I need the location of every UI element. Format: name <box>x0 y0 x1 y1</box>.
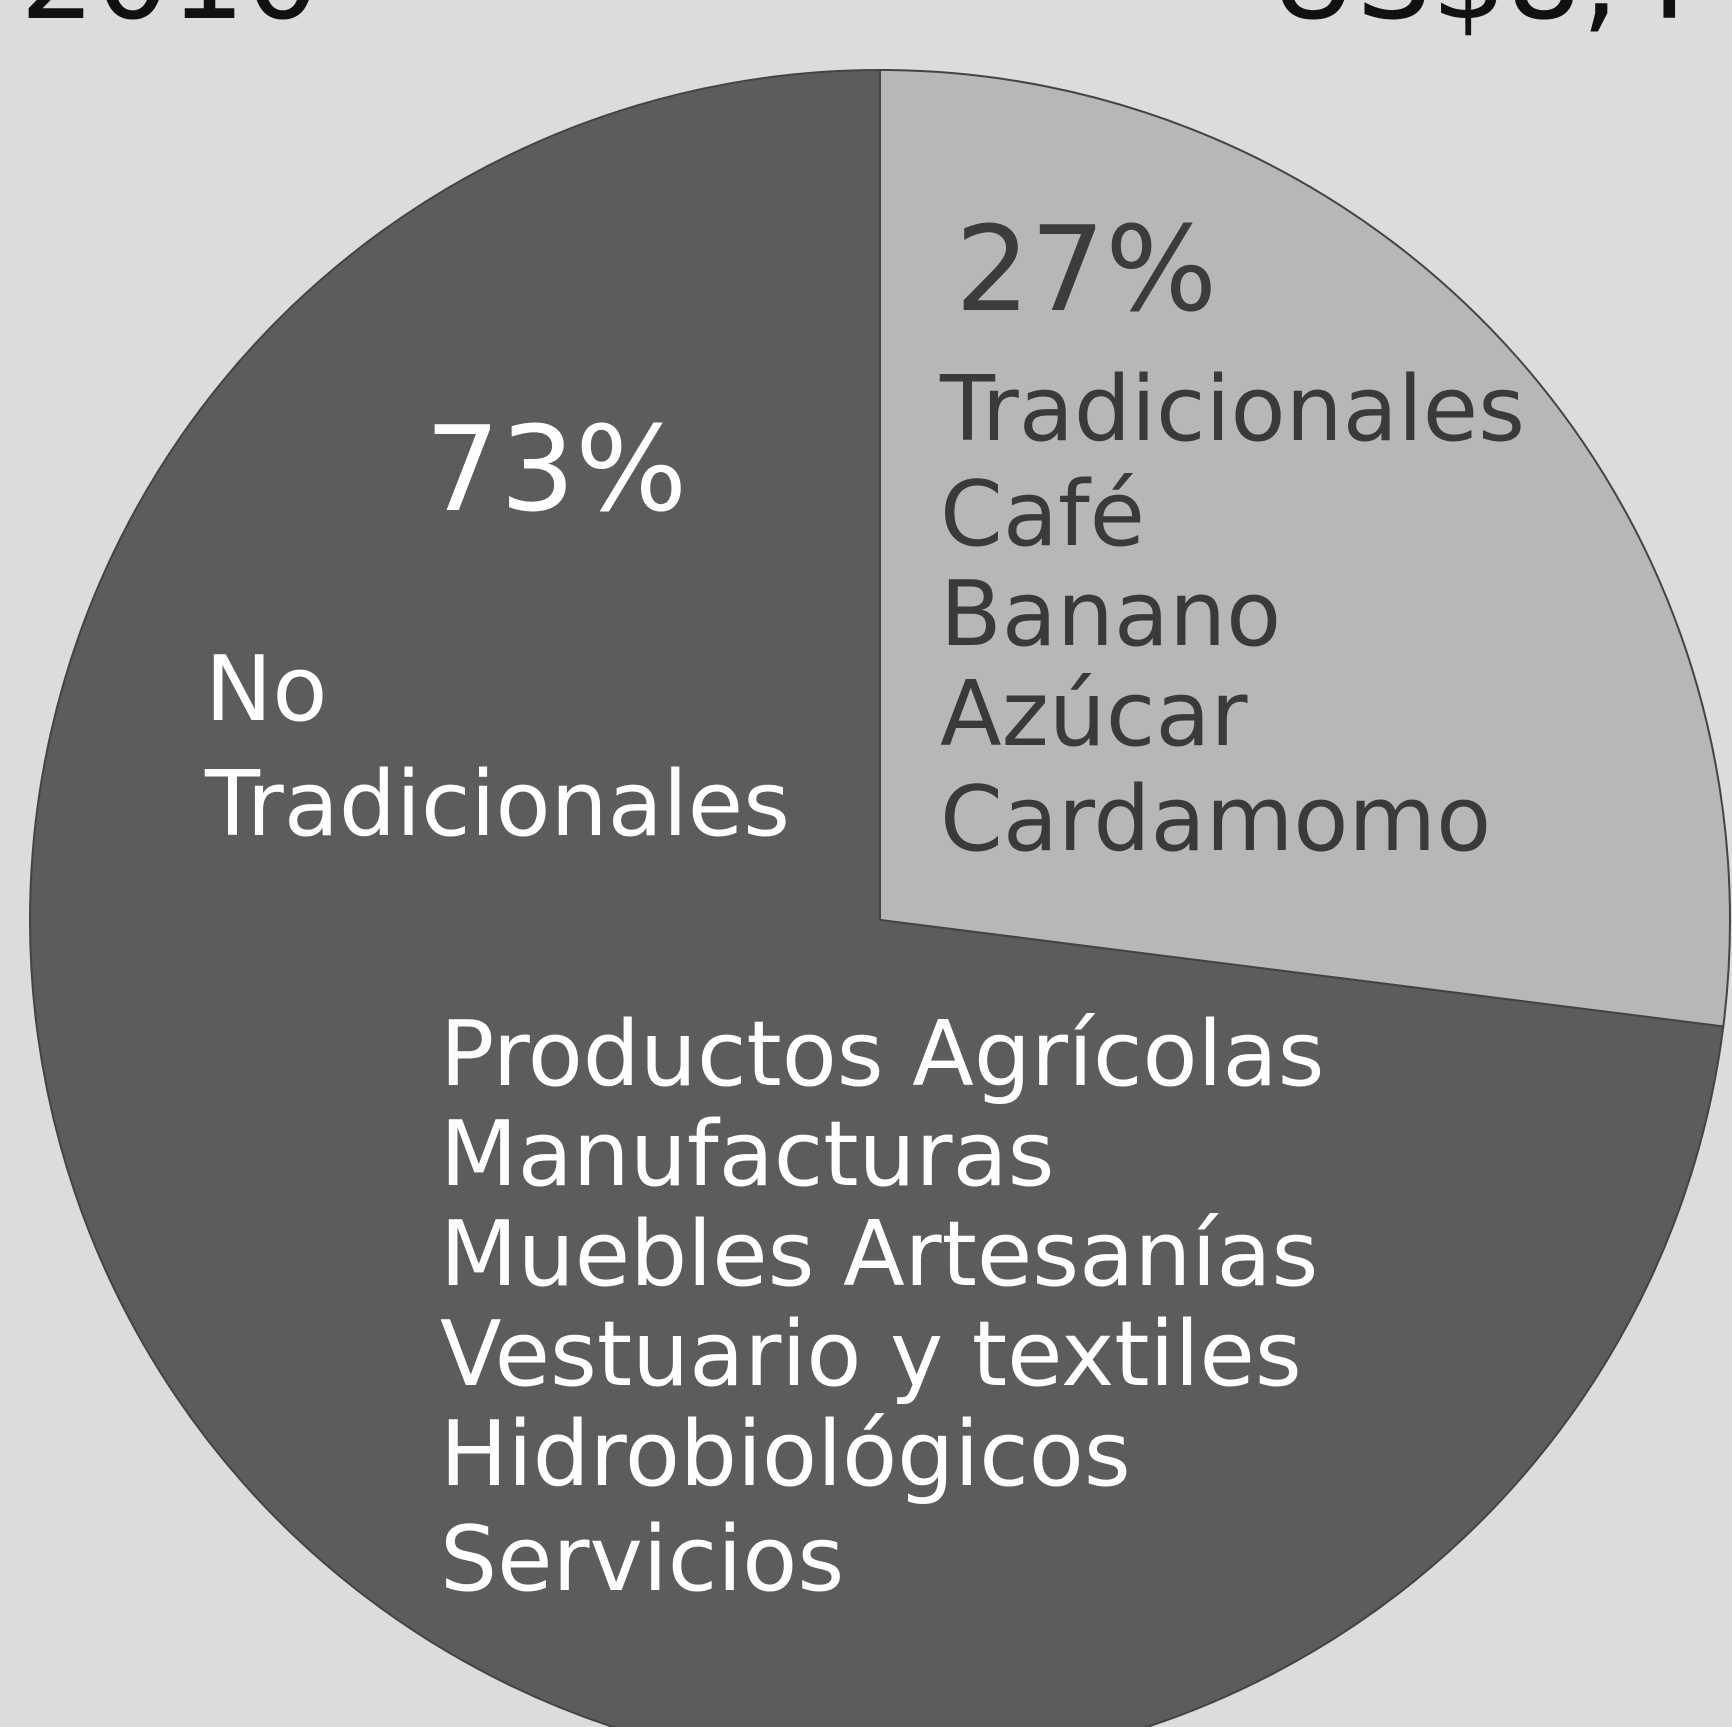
header-year: 2010 <box>20 0 320 46</box>
slice-item-cafe: Café <box>940 462 1145 567</box>
slice-label-no-tradicionales-line1: No <box>205 637 327 742</box>
slice-label-no-tradicionales-line2: Tradicionales <box>204 752 790 857</box>
slice-item-manufacturas: Manufacturas <box>440 1102 1055 1207</box>
slice-item-banano: Banano <box>940 562 1281 667</box>
slice-item-hidrobiologicos: Hidrobiológicos <box>440 1402 1131 1507</box>
pie-slice-no-tradicionales <box>29 68 1725 1727</box>
slice-item-muebles-artesanias: Muebles Artesanías <box>440 1202 1318 1307</box>
slice-percent-no-tradicionales: 73% <box>425 400 687 538</box>
slice-item-vestuario-textiles: Vestuario y textiles <box>440 1302 1302 1407</box>
slice-item-servicios: Servicios <box>440 1507 844 1612</box>
slice-item-cardamomo: Cardamomo <box>940 767 1491 872</box>
slice-item-azucar: Azúcar <box>940 662 1248 767</box>
pie-slice-tradicionales <box>879 68 1731 1028</box>
slice-item-productos-agricolas: Productos Agrícolas <box>440 1002 1325 1107</box>
slice-label-tradicionales: Tradicionales <box>939 357 1525 462</box>
header-total: US$8,4 <box>1270 0 1694 46</box>
slice-percent-tradicionales: 27% <box>955 200 1217 338</box>
